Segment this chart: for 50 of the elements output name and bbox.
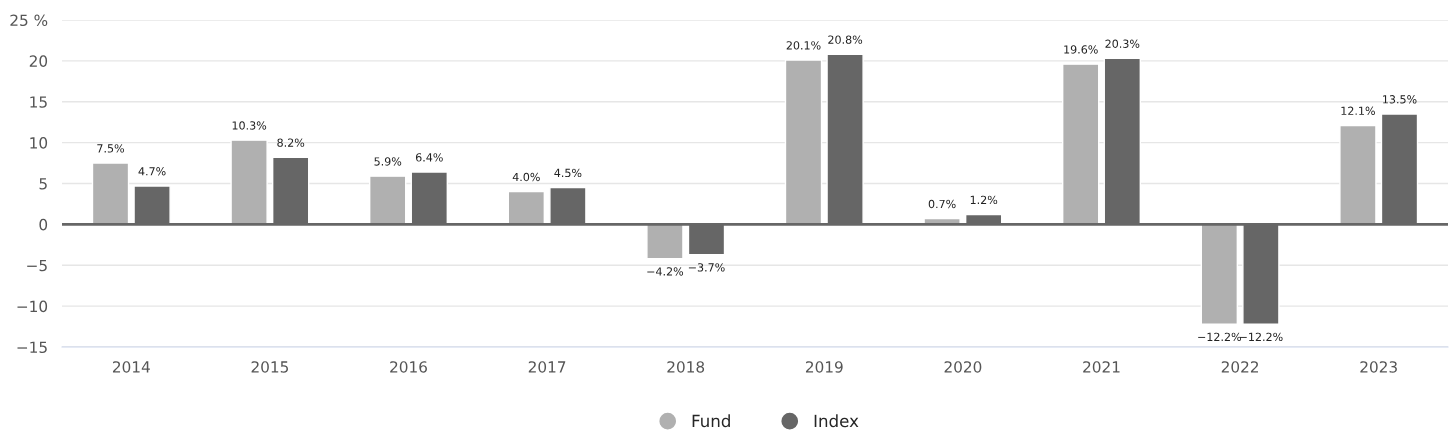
data-label: −12.2% <box>1239 332 1283 342</box>
y-tick-label: 10 <box>30 137 48 149</box>
data-label: 5.9% <box>374 157 402 166</box>
x-tick-label: 2021 <box>1083 361 1120 373</box>
data-label: 4.0% <box>512 172 540 182</box>
y-tick-label: −5 <box>27 259 47 272</box>
y-tick-label: 20 <box>29 55 48 67</box>
y-tick-label: −15 <box>17 341 47 354</box>
data-label: 20.8% <box>828 35 863 44</box>
bar <box>1339 124 1377 226</box>
bar <box>646 223 684 260</box>
bar <box>1061 63 1100 226</box>
data-label: −12.2% <box>1198 332 1241 342</box>
x-tick-label: 2016 <box>390 361 427 373</box>
data-label: 0.7% <box>928 199 956 209</box>
data-label: 4.5% <box>554 168 582 178</box>
data-label: 20.1% <box>786 41 821 50</box>
y-tick-label: 25 % <box>10 14 48 27</box>
bar <box>1200 223 1239 325</box>
y-tick-label: 5 <box>39 178 47 190</box>
data-label: 20.3% <box>1105 39 1140 48</box>
x-tick-label: 2018 <box>667 361 705 373</box>
data-label: −4.2% <box>647 267 684 276</box>
data-label: 6.4% <box>415 153 443 162</box>
bar <box>784 59 823 226</box>
data-label: 12.1% <box>1341 106 1375 115</box>
x-tick-label: 2022 <box>1221 361 1259 373</box>
bar <box>91 162 130 226</box>
data-label: −3.7% <box>688 263 725 272</box>
x-tick-label: 2015 <box>251 361 289 373</box>
data-label: 13.5% <box>1383 95 1417 104</box>
data-label: 19.6% <box>1064 45 1098 54</box>
x-tick-label: 2017 <box>528 361 566 373</box>
y-tick-label: −10 <box>17 300 48 313</box>
bar <box>230 139 268 226</box>
legend-label: Fund <box>692 414 730 428</box>
bar <box>507 190 546 226</box>
data-label: 7.5% <box>97 144 125 153</box>
y-tick-label: 15 <box>30 96 47 108</box>
legend-label: Index <box>814 414 859 428</box>
data-label: 8.2% <box>277 138 305 147</box>
x-tick-label: 2023 <box>1360 361 1397 373</box>
y-tick-label: 0 <box>39 218 48 231</box>
x-tick-label: 2020 <box>944 361 982 373</box>
x-tick-label: 2014 <box>112 361 150 373</box>
x-tick-label: 2019 <box>805 361 843 373</box>
bar <box>368 175 407 226</box>
data-label: 10.3% <box>232 121 267 130</box>
data-label: 4.7% <box>138 167 166 176</box>
data-label: 1.2% <box>970 195 998 205</box>
